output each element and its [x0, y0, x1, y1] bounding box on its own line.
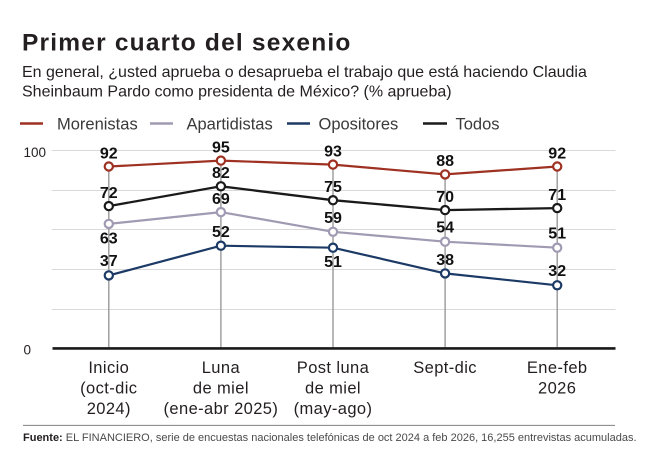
svg-text:71: 71 — [548, 187, 566, 204]
svg-text:Ene-feb: Ene-feb — [527, 359, 588, 377]
svg-text:69: 69 — [212, 191, 230, 208]
svg-text:Todos: Todos — [456, 116, 500, 134]
svg-text:63: 63 — [100, 231, 118, 248]
svg-text:de miel: de miel — [193, 380, 249, 398]
svg-text:32: 32 — [548, 263, 566, 280]
svg-text:(ene-abr 2025): (ene-abr 2025) — [164, 400, 279, 418]
svg-text:Morenistas: Morenistas — [57, 116, 138, 134]
svg-text:38: 38 — [436, 252, 454, 269]
svg-text:(oct-dic: (oct-dic — [80, 380, 137, 398]
svg-text:92: 92 — [548, 145, 566, 162]
svg-text:(may-ago): (may-ago) — [294, 400, 373, 418]
svg-text:100: 100 — [24, 145, 47, 160]
svg-text:de miel: de miel — [305, 380, 361, 398]
svg-text:92: 92 — [100, 145, 118, 162]
svg-text:En general, ¿usted aprueba o d: En general, ¿usted aprueba o desaprueba … — [22, 64, 587, 81]
svg-text:Primer cuarto del sexenio: Primer cuarto del sexenio — [22, 30, 352, 57]
svg-text:95: 95 — [212, 139, 230, 156]
svg-text:72: 72 — [100, 185, 118, 202]
svg-text:Opositores: Opositores — [319, 116, 399, 134]
svg-text:Apartidistas: Apartidistas — [187, 116, 273, 134]
svg-text:82: 82 — [212, 165, 230, 182]
svg-text:Post luna: Post luna — [297, 359, 370, 377]
svg-text:54: 54 — [436, 219, 454, 236]
svg-text:51: 51 — [324, 254, 342, 271]
svg-text:70: 70 — [436, 189, 454, 206]
svg-text:75: 75 — [324, 179, 342, 196]
svg-text:Inicio: Inicio — [88, 359, 129, 377]
svg-text:93: 93 — [324, 143, 342, 160]
svg-text:Sheinbaum Pardo como president: Sheinbaum Pardo como presidenta de Méxic… — [22, 83, 452, 100]
svg-text:0: 0 — [24, 343, 32, 358]
svg-text:2026: 2026 — [538, 380, 576, 398]
svg-text:37: 37 — [100, 253, 118, 270]
svg-text:59: 59 — [324, 210, 342, 227]
svg-text:2024): 2024) — [87, 400, 131, 418]
svg-text:52: 52 — [212, 224, 230, 241]
svg-text:Fuente: EL FINANCIERO, serie d: Fuente: EL FINANCIERO, serie de encuesta… — [23, 432, 637, 444]
svg-text:Luna: Luna — [202, 359, 241, 377]
svg-text:51: 51 — [548, 225, 566, 242]
svg-text:88: 88 — [436, 153, 454, 170]
svg-text:Sept-dic: Sept-dic — [413, 359, 477, 377]
